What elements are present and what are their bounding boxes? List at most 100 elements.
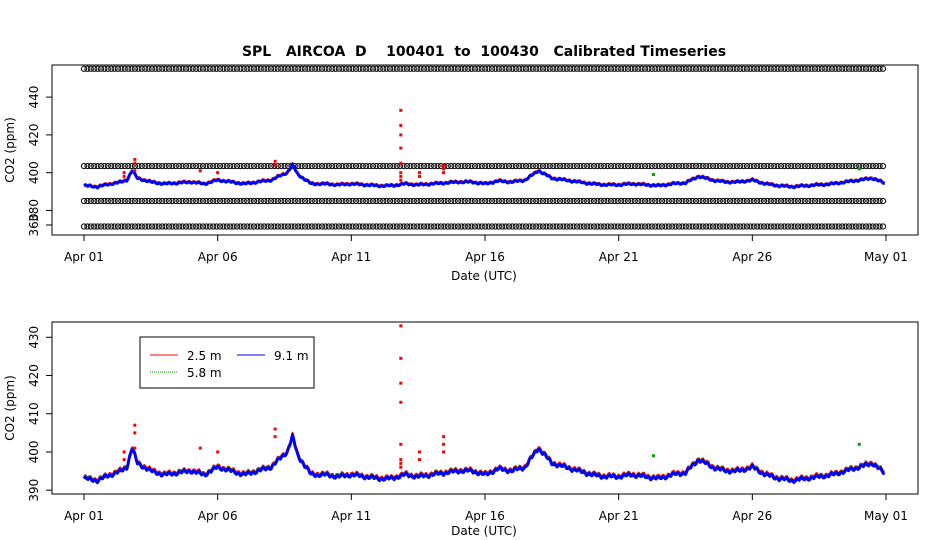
level-marker [539,223,547,230]
level-marker [866,197,873,205]
level-marker [869,223,876,230]
level-marker [227,197,234,205]
level-marker [570,223,577,230]
level-marker [437,65,445,72]
level-marker [573,65,581,72]
level-marker [737,65,744,72]
level-marker [104,197,111,205]
bottom-x-axis-tick-label: Apr 21 [599,509,639,523]
level-marker [638,197,645,205]
spike-point [399,178,403,182]
level-marker [295,223,302,230]
level-marker [556,65,564,72]
level-marker [839,162,846,170]
level-marker [193,223,200,230]
level-marker [825,162,832,170]
level-marker [502,65,509,72]
level-marker [604,65,611,72]
level-marker [414,223,421,230]
level-marker [261,162,268,170]
level-marker [369,162,377,170]
level-marker [111,65,118,72]
level-marker [121,162,128,170]
level-marker [720,197,727,205]
level-marker [420,223,428,230]
level-marker [611,223,618,230]
level-marker [135,162,142,170]
level-marker [818,223,825,230]
spike-point [442,442,446,446]
level-marker [808,197,815,205]
level-marker [305,197,312,205]
level-marker [346,162,353,170]
level-marker [709,65,717,72]
level-marker [172,162,179,170]
level-marker [383,197,390,205]
level-marker [182,197,190,205]
level-marker [271,223,278,230]
level-marker [206,223,213,230]
level-marker [621,65,628,72]
level-marker [244,223,251,230]
level-marker [716,162,723,170]
level-marker [845,197,853,205]
level-marker [492,162,499,170]
level-marker [526,65,533,72]
level-marker [560,65,567,72]
level-marker [784,197,791,205]
top-x-axis-tick-label: Apr 21 [599,250,639,264]
level-marker [672,65,679,72]
level-marker [233,162,241,170]
level-marker [250,162,258,170]
level-marker [699,223,706,230]
level-marker [869,162,876,170]
level-marker [665,162,672,170]
level-marker [346,197,353,205]
level-marker [522,223,530,230]
level-marker [692,223,700,230]
level-marker [808,223,815,230]
level-marker [815,65,822,72]
level-marker [519,223,526,230]
level-marker [488,197,496,205]
level-marker [509,223,516,230]
level-marker [176,223,183,230]
level-marker [417,197,424,205]
level-marker [512,162,519,170]
level-marker [373,197,380,205]
level-marker [635,162,642,170]
level-marker [461,65,468,72]
level-marker [148,162,156,170]
top-plot-frame [51,64,919,236]
level-marker [856,223,863,230]
level-marker [873,197,880,205]
spike-point [133,431,137,435]
level-marker [441,65,448,72]
level-marker [312,197,319,205]
level-marker [509,162,516,170]
level-marker [312,162,319,170]
level-marker [369,65,377,72]
level-marker [655,162,662,170]
level-marker [250,223,258,230]
level-marker [414,197,421,205]
level-marker [363,65,370,72]
level-marker [682,197,689,205]
level-marker [842,65,849,72]
level-marker [584,162,591,170]
level-marker [580,223,587,230]
level-marker [862,223,870,230]
level-marker [454,197,462,205]
level-marker [607,65,615,72]
bottom-x-axis: Apr 01 Apr 06 Apr 11 Apr 16 Apr 21 Apr 26 May … [64,493,908,523]
level-marker [791,197,798,205]
level-marker [237,197,244,205]
level-marker [567,162,574,170]
level-marker [798,197,805,205]
level-marker [801,65,808,72]
level-marker [131,65,139,72]
level-marker [499,162,506,170]
level-marker [553,65,560,72]
level-marker [308,162,315,170]
level-marker [757,162,764,170]
